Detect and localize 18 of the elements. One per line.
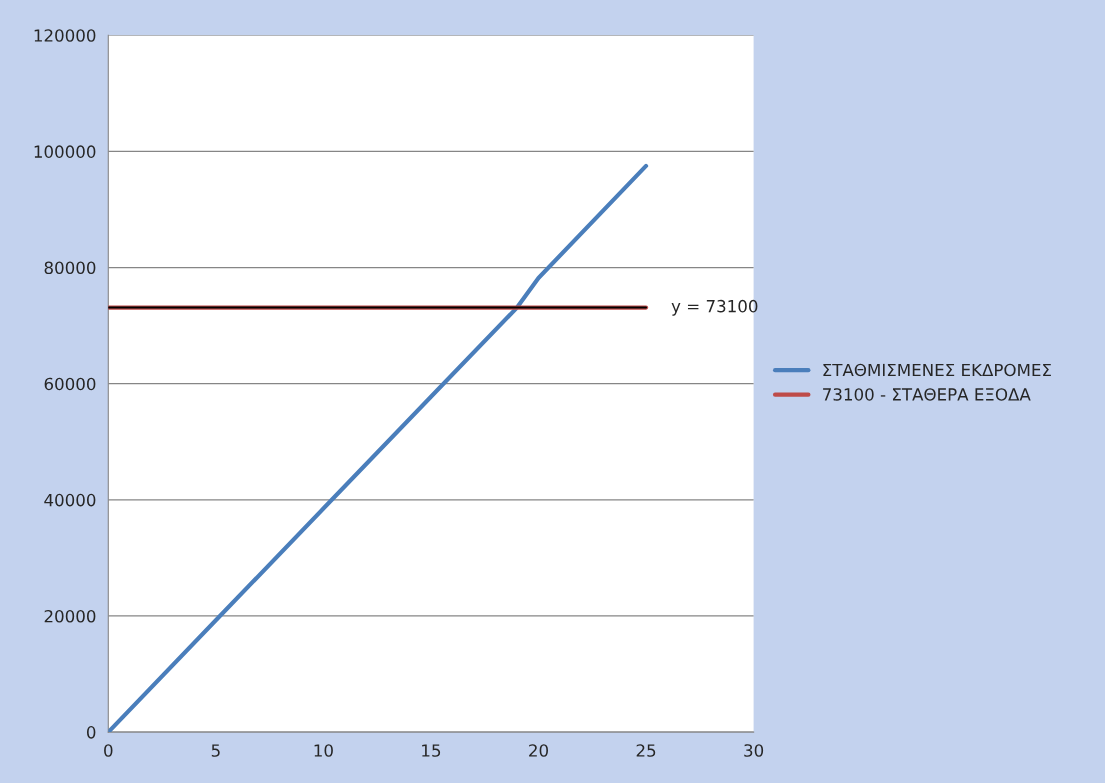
- y-tick-label: 20000: [44, 609, 96, 623]
- y-tick-label: 80000: [44, 261, 96, 275]
- line-series: [108, 163, 649, 733]
- annotation: y = 73100: [671, 299, 758, 316]
- y-tick-label: 40000: [44, 493, 96, 507]
- x-tick-label: 0: [104, 744, 113, 757]
- x-tick-label: 10: [314, 744, 333, 757]
- y-tick-label: 0: [86, 726, 96, 739]
- x-tick-label: 15: [422, 744, 441, 757]
- legend-label: ΣΤΑΘΜΙΣΜΕΝΕΣ ΕΚΔΡΟΜΕΣ: [823, 363, 1051, 377]
- x-tick-label: 5: [211, 744, 220, 757]
- legend-label: 73100 - ΣΤΑΘΕΡΑ ΕΞΟΔΑ: [823, 388, 1031, 401]
- x-tick-label: 25: [636, 744, 656, 757]
- y-tick-label: 120000: [34, 29, 96, 42]
- y-tick-label: 100000: [34, 145, 96, 158]
- x-tick-label: 30: [744, 744, 764, 757]
- x-tick-label: 20: [529, 744, 548, 757]
- y-tick-label: 60000: [44, 377, 96, 391]
